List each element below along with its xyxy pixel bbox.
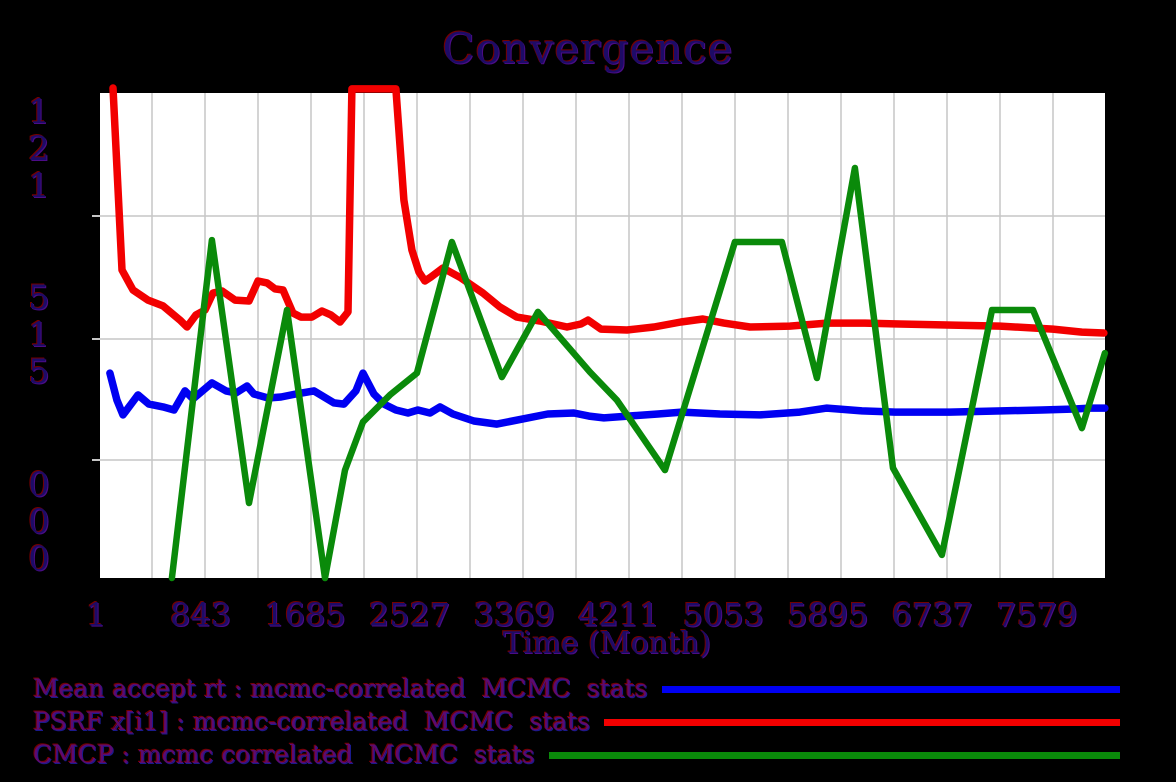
- y-tick-digit: 1: [28, 165, 50, 206]
- legend-label: PSRF x[i1] : mcmc-correlated MCMC stats: [33, 707, 591, 736]
- x-tick-label: 1685: [264, 596, 346, 634]
- x-tick-label: 6737: [891, 596, 974, 634]
- y-tick-digit: 2: [28, 128, 50, 169]
- y-tick-digit: 1: [28, 91, 50, 132]
- y-tick-digit: 0: [28, 538, 50, 579]
- x-tick-label: 5053: [682, 596, 765, 634]
- legend-item: PSRF x[i1] : mcmc-correlated MCMC stats: [33, 708, 1120, 736]
- x-tick-label: 2527: [368, 596, 451, 634]
- y-tick-digit: 0: [28, 501, 50, 542]
- x-tick-label: 3369: [473, 596, 555, 634]
- legend-line-swatch: [661, 685, 1120, 693]
- legend-item: Mean accept rt : mcmc-correlated MCMC st…: [33, 675, 1120, 703]
- legend-item: CMCP : mcmc correlated MCMC stats: [33, 741, 1120, 769]
- legend-line-swatch: [548, 751, 1120, 759]
- x-tick-label: 4211: [578, 596, 660, 634]
- y-tick-digit: 5: [28, 351, 50, 392]
- x-tick-label: 1: [85, 596, 107, 634]
- legend-label: Mean accept rt : mcmc-correlated MCMC st…: [33, 674, 648, 703]
- x-tick-label: 843: [170, 596, 232, 634]
- plot-background: [100, 93, 1105, 578]
- series-line: [109, 84, 1108, 337]
- series-line: [168, 164, 1109, 582]
- y-tick-digit: 5: [28, 277, 50, 318]
- x-tick-label: 7579: [996, 596, 1078, 634]
- legend-label: CMCP : mcmc correlated MCMC stats: [33, 740, 535, 769]
- y-tick-digit: 1: [28, 314, 50, 355]
- y-tick-digit: 0: [28, 464, 50, 505]
- series-line: [106, 369, 1109, 428]
- legend-line-swatch: [604, 718, 1120, 726]
- chart-title: Convergence: [442, 24, 734, 73]
- x-axis-title: Time (Month): [502, 626, 712, 661]
- x-tick-label: 5895: [787, 596, 869, 634]
